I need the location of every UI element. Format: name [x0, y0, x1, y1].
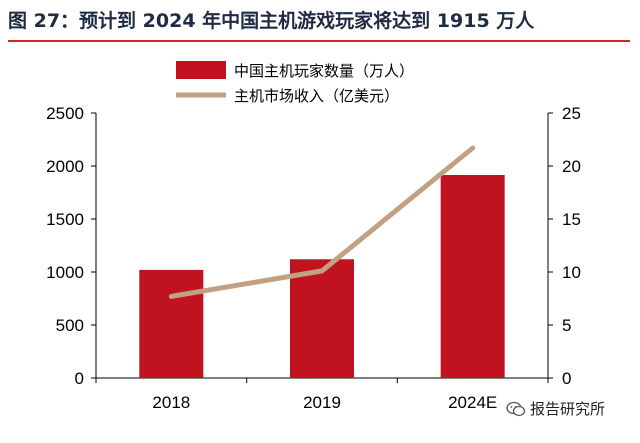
title-rule	[8, 40, 630, 42]
figure-title: 图 27：预计到 2024 年中国主机游戏玩家将达到 1915 万人	[8, 10, 535, 32]
wechat-icon	[506, 401, 526, 417]
left-tick-label: 1500	[46, 210, 84, 229]
bar-2018	[139, 269, 204, 378]
legend-label-bar: 中国主机玩家数量（万人）	[234, 62, 414, 80]
bar-2019	[290, 259, 354, 378]
bar-2024E	[440, 175, 505, 378]
right-tick-label: 25	[562, 104, 581, 123]
x-tick-label: 2024E	[448, 393, 497, 412]
right-tick-label: 20	[562, 157, 581, 176]
right-tick-label: 15	[562, 210, 581, 229]
left-tick-label: 2000	[46, 157, 84, 176]
left-tick-label: 0	[75, 369, 84, 388]
right-tick-label: 10	[562, 263, 581, 282]
x-tick-label: 2019	[303, 393, 341, 412]
right-tick-label: 0	[562, 369, 571, 388]
left-tick-label: 2500	[46, 104, 84, 123]
x-tick-label: 2018	[152, 393, 190, 412]
watermark-text: 报告研究所	[530, 400, 606, 418]
left-tick-label: 1000	[46, 263, 84, 282]
legend-swatch-bar	[176, 61, 226, 79]
left-tick-label: 500	[56, 316, 84, 335]
legend-label-line: 主机市场收入（亿美元）	[234, 87, 399, 105]
watermark: 报告研究所	[506, 398, 605, 419]
right-tick-label: 5	[562, 316, 571, 335]
